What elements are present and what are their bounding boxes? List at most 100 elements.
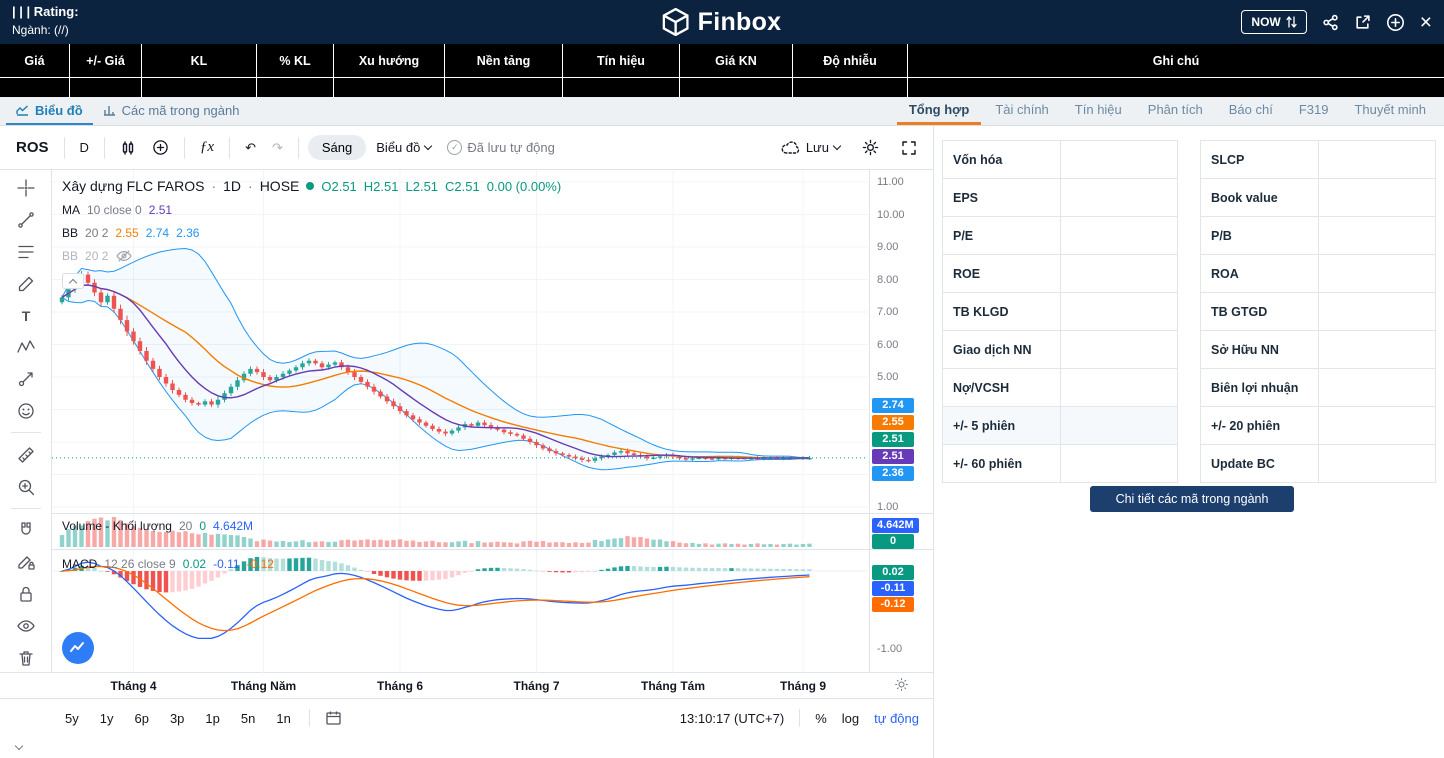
info-label: SLCP (1201, 141, 1319, 178)
compare-add-icon[interactable] (146, 135, 175, 160)
go-to-date-icon[interactable] (325, 710, 342, 726)
time-axis-label: Tháng 4 (110, 679, 157, 693)
price-chart-svg[interactable] (52, 170, 940, 673)
chevron-up-icon (68, 278, 78, 287)
layout-dropdown[interactable]: Biểu đồ (370, 136, 437, 159)
trend-line-icon[interactable] (8, 206, 44, 235)
info-value (1319, 331, 1436, 368)
tab-tong-hop[interactable]: Tổng hợp (896, 97, 982, 125)
trash-icon[interactable] (8, 643, 44, 672)
info-label: Nợ/VCSH (943, 369, 1061, 406)
gear-icon (862, 139, 879, 156)
info-label: +/- 5 phiên (943, 407, 1061, 444)
range-5d[interactable]: 5n (238, 709, 258, 728)
hide-all-eye-icon[interactable] (8, 611, 44, 640)
info-value (1061, 369, 1178, 406)
legend-collapse-button[interactable] (62, 273, 84, 289)
add-circle-icon[interactable] (1386, 13, 1405, 32)
price-axis-label: 11.00 (877, 176, 904, 188)
price-axis-chip: 2.55 (872, 415, 914, 430)
tab-tai-chinh[interactable]: Tài chính (983, 97, 1060, 125)
share-icon[interactable] (1322, 14, 1339, 31)
macd-legend: MACD 12 26 close 9 0.02 -0.11 -0.12 (62, 557, 274, 571)
lock-all-icon[interactable] (8, 580, 44, 609)
tab-industry-tickers[interactable]: Các mã trong ngành (93, 97, 250, 125)
chart-body: T 11.00 10.00 9.00 8.00 7.00 6.00 5.00 1.00 -1.0… (0, 170, 940, 673)
info-value (1319, 293, 1436, 330)
cube-logo-icon (662, 8, 689, 36)
interval-button[interactable]: D (74, 136, 95, 159)
info-label: P/B (1201, 217, 1319, 254)
chart-style-button[interactable] (114, 136, 142, 160)
range-1m[interactable]: 1p (202, 709, 222, 728)
save-label: Lưu (805, 140, 829, 155)
now-button[interactable]: NOW (1241, 10, 1307, 34)
range-6m[interactable]: 6p (131, 709, 151, 728)
chevron-down-icon (14, 741, 24, 751)
industry-label: Ngành: (//) (12, 21, 79, 39)
indicators-button[interactable]: ƒx (194, 135, 220, 160)
fullscreen-icon (902, 140, 916, 155)
range-3m[interactable]: 3p (167, 709, 187, 728)
magnet-icon[interactable] (8, 516, 44, 545)
open-external-icon[interactable] (1354, 14, 1371, 31)
undo-button[interactable]: ↶ (239, 136, 262, 160)
tab-bao-chi[interactable]: Báo chí (1217, 97, 1285, 125)
time-axis-label: Tháng Năm (230, 679, 297, 693)
info-value (1061, 255, 1178, 292)
summary-col: Ghi chú (1152, 53, 1200, 68)
time-axis-label: Tháng Tám (640, 679, 706, 693)
tab-thuyet-minh[interactable]: Thuyết minh (1342, 97, 1438, 125)
symbol-button[interactable]: ROS (10, 135, 55, 160)
brush-icon[interactable] (8, 269, 44, 298)
info-row: +/- 60 phiên (943, 445, 1177, 483)
fullscreen-button[interactable] (895, 136, 923, 160)
drawing-mode-lock-icon[interactable] (8, 548, 44, 577)
range-1d[interactable]: 1n (273, 709, 293, 728)
time-axis-settings-icon[interactable] (894, 677, 909, 695)
measure-ruler-icon[interactable] (8, 440, 44, 469)
theme-toggle[interactable]: Sáng (307, 135, 367, 160)
auto-scale-button[interactable]: tự động (874, 710, 919, 726)
tab-chart-label: Biểu đồ (35, 102, 83, 118)
industry-detail-button[interactable]: Chi tiết các mã trong ngành (1090, 486, 1294, 512)
percent-scale-button[interactable]: % (815, 710, 827, 726)
ohlc-close: C2.51 (445, 178, 480, 194)
redo-button[interactable]: ↷ (266, 136, 289, 160)
crosshair-icon[interactable] (8, 174, 44, 203)
info-value (1319, 179, 1436, 216)
info-row: P/E (943, 217, 1177, 255)
tab-chart[interactable]: Biểu đồ (6, 97, 93, 125)
info-row: Biên lợi nhuận (1201, 369, 1435, 407)
emoji-icon[interactable] (8, 397, 44, 426)
tradingview-logo[interactable] (62, 632, 94, 664)
close-icon[interactable]: × (1419, 10, 1432, 34)
drawing-toolbar-collapse[interactable] (14, 737, 24, 752)
fib-retracement-icon[interactable] (8, 238, 44, 267)
tab-phan-tich[interactable]: Phân tích (1136, 97, 1215, 125)
chart-canvas[interactable]: 11.00 10.00 9.00 8.00 7.00 6.00 5.00 1.00 -1.00 2… (52, 170, 940, 673)
svg-text:T: T (21, 308, 30, 324)
settings-button[interactable] (856, 135, 885, 160)
tab-tin-hieu[interactable]: Tín hiệu (1063, 97, 1134, 125)
summary-col: Nền tảng (445, 44, 563, 77)
price-axis-chip: 2.36 (872, 466, 914, 481)
save-button[interactable]: Lưu (775, 136, 846, 159)
log-scale-button[interactable]: log (841, 710, 860, 726)
price-axis[interactable]: 11.00 10.00 9.00 8.00 7.00 6.00 5.00 1.00 -1.00 2… (870, 170, 940, 673)
eye-off-icon[interactable] (115, 249, 133, 263)
range-1y[interactable]: 1y (97, 709, 117, 728)
pattern-xabcd-icon[interactable] (8, 333, 44, 362)
tab-f319[interactable]: F319 (1287, 97, 1341, 125)
clock[interactable]: 13:10:17 (UTC+7) (679, 710, 785, 726)
text-tool-icon[interactable]: T (8, 301, 44, 330)
brand-name: Finbox (697, 7, 782, 36)
forecast-icon[interactable] (8, 365, 44, 394)
range-5y[interactable]: 5y (62, 709, 82, 728)
time-axis[interactable]: Tháng 4 Tháng Năm Tháng 6 Tháng 7 Tháng Tám T… (0, 673, 933, 699)
summary-col: KL (142, 44, 257, 77)
summary-col: Giá KN (680, 44, 793, 77)
zoom-in-icon[interactable] (8, 472, 44, 501)
ohlc-low: L2.51 (405, 178, 439, 194)
drawing-toolbar: T (0, 170, 52, 672)
